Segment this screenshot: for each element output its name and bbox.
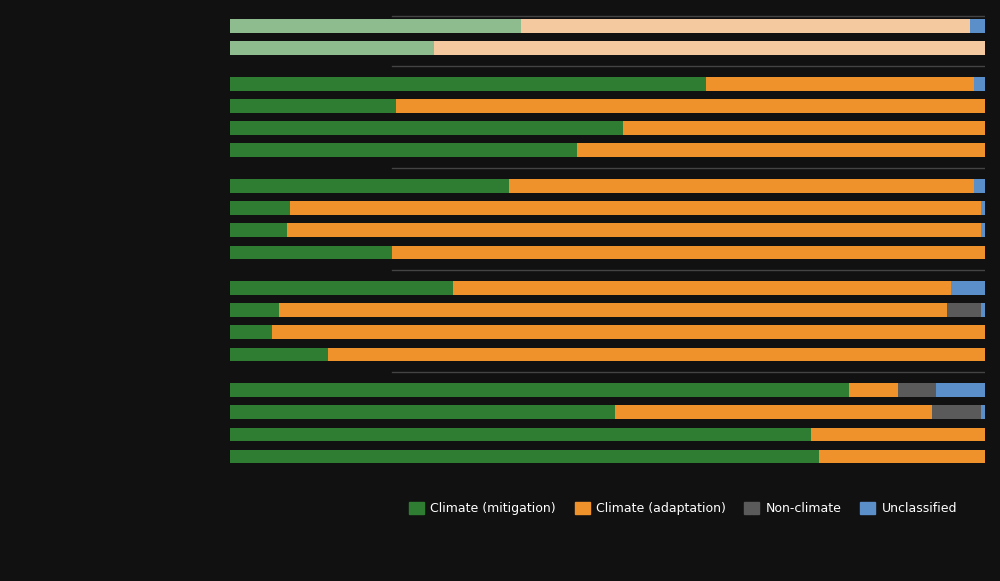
Bar [230,179,509,193]
Bar [981,223,985,237]
Bar [272,325,985,339]
Bar [230,223,287,237]
Bar [974,77,985,91]
Bar [981,303,985,317]
Bar [279,303,947,317]
Bar [849,383,898,397]
Bar [811,428,985,442]
Bar [981,406,985,419]
Bar [951,281,985,295]
Bar [230,281,453,295]
Bar [230,450,819,464]
Bar [328,347,985,361]
Bar [230,41,434,55]
Bar [819,450,985,464]
Bar [521,19,970,33]
Bar [936,383,985,397]
Bar [230,383,849,397]
Legend: Climate (mitigation), Climate (adaptation), Non-climate, Unclassified: Climate (mitigation), Climate (adaptatio… [404,497,962,520]
Bar [230,325,272,339]
Bar [947,303,981,317]
Bar [623,121,985,135]
Bar [981,201,985,215]
Bar [230,303,279,317]
Bar [230,77,706,91]
Bar [970,19,985,33]
Bar [577,144,985,157]
Bar [230,19,521,33]
Bar [706,77,974,91]
Bar [230,246,392,259]
Bar [453,281,951,295]
Bar [974,179,985,193]
Bar [230,428,811,442]
Bar [434,41,985,55]
Bar [898,383,936,397]
Bar [230,144,577,157]
Bar [615,406,932,419]
Bar [230,406,615,419]
Bar [230,347,328,361]
Bar [230,121,623,135]
Bar [396,99,985,113]
Bar [287,223,981,237]
Bar [290,201,981,215]
Bar [392,246,985,259]
Bar [230,99,396,113]
Bar [932,406,981,419]
Bar [509,179,974,193]
Bar [230,201,290,215]
